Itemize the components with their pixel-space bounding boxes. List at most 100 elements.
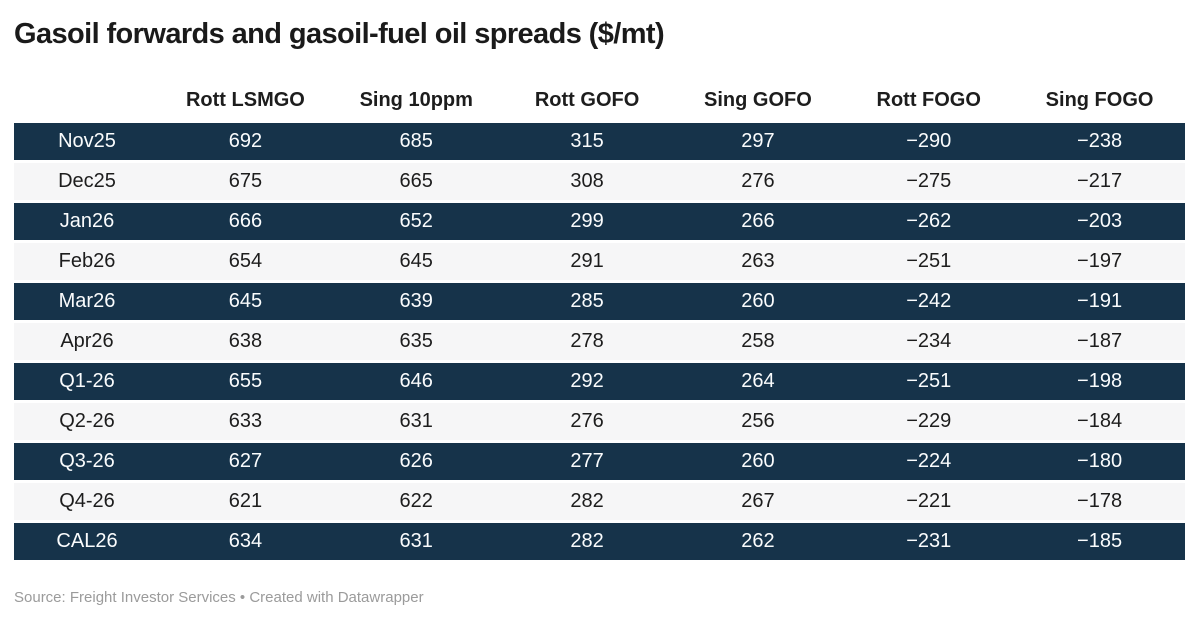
column-header: Rott GOFO bbox=[534, 88, 640, 111]
row-label: Feb26 bbox=[58, 249, 116, 272]
row-label: Jan26 bbox=[59, 209, 115, 232]
column-header: Rott FOGO bbox=[876, 88, 981, 111]
table-row: Jan26 666 652 299 266 −262 −203 bbox=[14, 202, 1185, 240]
table-cell: −178 bbox=[1077, 489, 1123, 512]
table-cell: 282 bbox=[570, 529, 604, 552]
table-row: Feb26 654 645 291 263 −251 −197 bbox=[14, 242, 1185, 280]
table-row: Q3-26 627 626 277 260 −224 −180 bbox=[14, 442, 1185, 480]
table-cell: 635 bbox=[399, 329, 433, 352]
table-row: Q2-26 633 631 276 256 −229 −184 bbox=[14, 402, 1185, 440]
table-cell: 622 bbox=[399, 489, 433, 512]
table-cell: 262 bbox=[741, 529, 775, 552]
table-row: Mar26 645 639 285 260 −242 −191 bbox=[14, 282, 1185, 320]
table-cell: 631 bbox=[399, 409, 433, 432]
table-cell: 256 bbox=[741, 409, 775, 432]
table-cell: 278 bbox=[570, 329, 604, 352]
table-cell: 645 bbox=[228, 289, 263, 312]
table-cell: 292 bbox=[570, 369, 604, 392]
table-cell: 258 bbox=[741, 329, 775, 352]
row-label: Mar26 bbox=[58, 289, 116, 312]
table-cell: 665 bbox=[399, 169, 433, 192]
column-header: Sing GOFO bbox=[704, 88, 812, 111]
table-body: Nov25 692 685 315 297 −290 −238 Dec25 675 665 308 2… bbox=[14, 122, 1185, 560]
table-cell: 276 bbox=[570, 409, 604, 432]
table-cell: 639 bbox=[399, 289, 433, 312]
row-label: Nov25 bbox=[58, 129, 116, 152]
table-cell: −251 bbox=[906, 249, 952, 272]
table-cell: −217 bbox=[1077, 169, 1123, 192]
row-label: Q4-26 bbox=[59, 489, 115, 512]
table-cell: −275 bbox=[906, 169, 952, 192]
table-cell: −234 bbox=[906, 329, 952, 352]
table-cell: −191 bbox=[1077, 289, 1123, 312]
table-cell: 652 bbox=[399, 209, 433, 232]
table-cell: 277 bbox=[570, 449, 604, 472]
row-label: Q2-26 bbox=[59, 409, 115, 432]
table-cell: 685 bbox=[399, 129, 433, 152]
column-header: Sing 10ppm bbox=[359, 88, 473, 111]
table-cell: 267 bbox=[741, 489, 775, 512]
header-row: Rott LSMGO Sing 10ppm Rott GOFO Sing GOFO Ro… bbox=[14, 89, 1185, 120]
table-cell: −221 bbox=[906, 489, 952, 512]
table-cell: 297 bbox=[741, 129, 775, 152]
row-label: Q3-26 bbox=[59, 449, 115, 472]
data-table: Rott LSMGO Sing 10ppm Rott GOFO Sing GOFO Ro… bbox=[14, 86, 1185, 563]
table-cell: −198 bbox=[1077, 369, 1123, 392]
table-cell: −224 bbox=[906, 449, 952, 472]
table-cell: −262 bbox=[906, 209, 952, 232]
table-cell: 631 bbox=[399, 529, 433, 552]
table-cell: 634 bbox=[228, 529, 263, 552]
table-cell: 282 bbox=[570, 489, 604, 512]
chart-title: Gasoil forwards and gasoil-fuel oil spre… bbox=[14, 18, 665, 50]
table-cell: 285 bbox=[570, 289, 604, 312]
table-cell: 299 bbox=[570, 209, 604, 232]
table-row: Dec25 675 665 308 276 −275 −217 bbox=[14, 162, 1185, 200]
table-cell: 260 bbox=[741, 289, 775, 312]
table-cell: 263 bbox=[741, 249, 775, 272]
table-cell: 626 bbox=[399, 449, 433, 472]
table-row: Q4-26 621 622 282 267 −221 −178 bbox=[14, 482, 1185, 520]
table-cell: 645 bbox=[399, 249, 433, 272]
chart-container: Gasoil forwards and gasoil-fuel oil spre… bbox=[14, 18, 1185, 606]
table-cell: 266 bbox=[741, 209, 775, 232]
column-header-period bbox=[14, 89, 160, 120]
table-cell: −229 bbox=[906, 409, 952, 432]
column-header: Sing FOGO bbox=[1045, 88, 1154, 111]
table-cell: 654 bbox=[228, 249, 263, 272]
table-cell: −251 bbox=[906, 369, 952, 392]
table-cell: −231 bbox=[906, 529, 952, 552]
table-cell: 276 bbox=[741, 169, 775, 192]
table-cell: 627 bbox=[228, 449, 263, 472]
table-cell: −290 bbox=[906, 129, 952, 152]
source-note: Source: Freight Investor Services • Crea… bbox=[14, 588, 424, 606]
table-cell: 291 bbox=[570, 249, 604, 272]
table-cell: −203 bbox=[1077, 209, 1123, 232]
column-header: Rott LSMGO bbox=[185, 88, 305, 111]
table-cell: −242 bbox=[906, 289, 952, 312]
table-cell: 260 bbox=[741, 449, 775, 472]
table-cell: −187 bbox=[1077, 329, 1123, 352]
table-cell: −238 bbox=[1077, 129, 1123, 152]
table-cell: 666 bbox=[228, 209, 263, 232]
table-row: Q1-26 655 646 292 264 −251 −198 bbox=[14, 362, 1185, 400]
table-cell: −185 bbox=[1077, 529, 1123, 552]
row-label: Dec25 bbox=[58, 169, 116, 192]
table-cell: 638 bbox=[228, 329, 263, 352]
table-row: Apr26 638 635 278 258 −234 −187 bbox=[14, 322, 1185, 360]
table-cell: −197 bbox=[1077, 249, 1123, 272]
row-label: Apr26 bbox=[60, 329, 114, 352]
row-label: Q1-26 bbox=[59, 369, 115, 392]
table-header: Rott LSMGO Sing 10ppm Rott GOFO Sing GOFO Ro… bbox=[14, 89, 1185, 120]
table-cell: 692 bbox=[228, 129, 263, 152]
table-cell: 264 bbox=[741, 369, 775, 392]
table-cell: 308 bbox=[570, 169, 604, 192]
table-row: CAL26 634 631 282 262 −231 −185 bbox=[14, 522, 1185, 560]
table-cell: 315 bbox=[570, 129, 604, 152]
table-cell: 655 bbox=[228, 369, 263, 392]
table-cell: −180 bbox=[1077, 449, 1123, 472]
table-cell: 621 bbox=[228, 489, 263, 512]
table-cell: 675 bbox=[228, 169, 263, 192]
table-cell: 633 bbox=[228, 409, 263, 432]
row-label: CAL26 bbox=[56, 529, 118, 552]
table-cell: 646 bbox=[399, 369, 433, 392]
